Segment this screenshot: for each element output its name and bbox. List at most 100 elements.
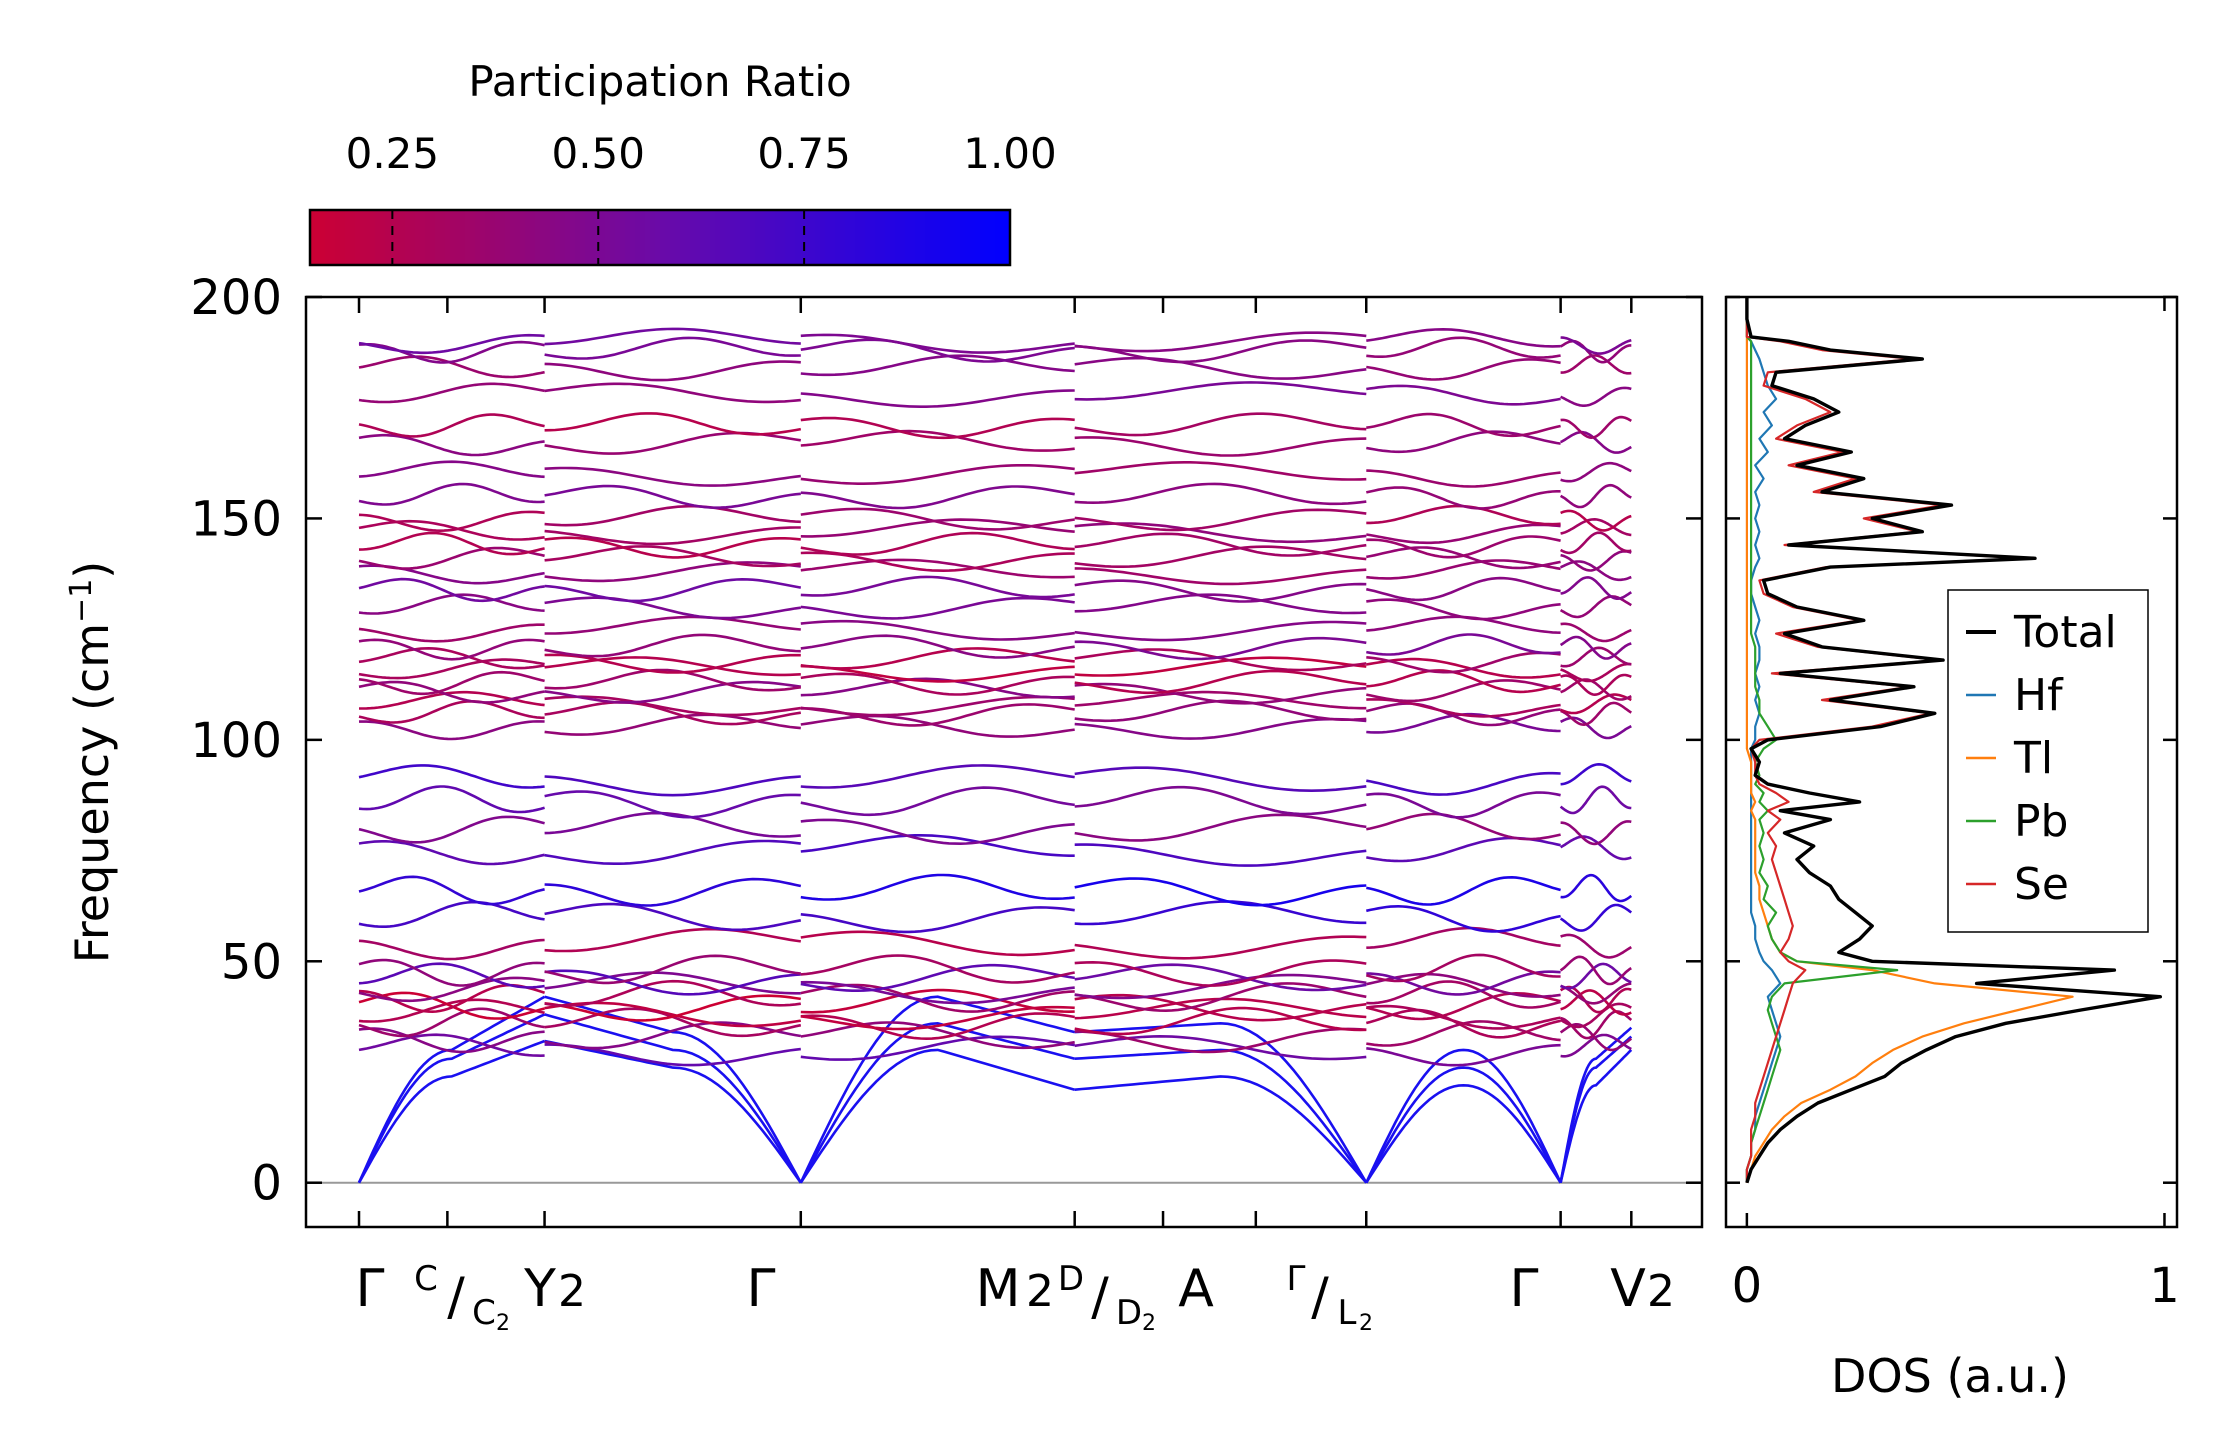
kpoint-label-gamma-2: Γ (747, 1259, 776, 1319)
optical-branch (1365, 1008, 1561, 1039)
optical-branch (800, 873, 1075, 901)
legend-items: Total Hf Tl Pb Se (1966, 607, 2117, 910)
optical-branch (358, 976, 545, 1003)
colorbar-step (495, 210, 501, 265)
acoustic-branch (799, 1048, 1076, 1184)
colorbar-step (575, 210, 581, 265)
frequency-tick-label: 200 (190, 270, 282, 326)
optical-branch (1074, 636, 1367, 661)
optical-branch (1559, 955, 1632, 986)
optical-branch (800, 338, 1075, 363)
optical-branch (800, 416, 1075, 440)
acoustic-branch (1365, 1048, 1562, 1184)
optical-branch (1559, 483, 1632, 509)
kpoint-label-d-sub: 2 (1142, 1311, 1156, 1336)
colorbar-step (320, 210, 326, 265)
optical-branch (800, 596, 1075, 620)
colorbar-step (750, 210, 756, 265)
optical-branch (1366, 559, 1561, 580)
kpoint-label-y-sub: 2 (558, 1266, 586, 1317)
optical-branch (1074, 460, 1367, 481)
colorbar-step (450, 210, 456, 265)
k-path-labels: Γ C / C 2 Y 2 Γ M 2 D / D 2 A (356, 1259, 1675, 1336)
colorbar-step (945, 210, 951, 265)
optical-branch (1074, 339, 1367, 364)
optical-branch (1560, 646, 1632, 668)
kpoint-label-c-top: C (414, 1259, 438, 1299)
optical-branch (800, 463, 1075, 486)
kpoint-label-gamma-l2: Γ / L 2 (1287, 1259, 1373, 1336)
colorbar-step (850, 210, 856, 265)
colorbar-step (360, 210, 366, 265)
optical-branch (544, 382, 801, 404)
optical-branch (800, 619, 1075, 641)
optical-branch (1366, 651, 1561, 674)
optical-branch (800, 485, 1075, 510)
colorbar-step (630, 210, 636, 265)
optical-branch (1559, 531, 1632, 555)
colorbar-step (845, 210, 851, 265)
colorbar-step (725, 210, 731, 265)
legend-label-tl: Tl (2013, 733, 2053, 784)
optical-branch (800, 429, 1075, 452)
optical-branch (358, 531, 545, 556)
colorbar-step (790, 210, 796, 265)
colorbar-step (955, 210, 961, 265)
legend-frame (1947, 589, 2149, 933)
colorbar-step (435, 210, 441, 265)
colorbar-step (950, 210, 956, 265)
colorbar-step (395, 210, 401, 265)
colorbar-step (710, 210, 716, 265)
kpoint-label-y2: Y 2 (523, 1259, 586, 1319)
optical-branch (1366, 384, 1561, 406)
optical-branch (544, 360, 801, 382)
optical-branch (358, 510, 545, 533)
colorbar-step (690, 210, 696, 265)
optical-branch (544, 526, 801, 546)
optical-branch (1560, 982, 1632, 1005)
colorbar-step (590, 210, 596, 265)
colorbar-step (980, 210, 986, 265)
colorbar-step (535, 210, 541, 265)
colorbar-step (470, 210, 476, 265)
optical-branch (800, 389, 1075, 409)
optical-branch (800, 703, 1075, 727)
kpoint-label-gamma-3: Γ (1510, 1259, 1539, 1319)
optical-branch (1559, 962, 1632, 990)
optical-branch (1074, 935, 1367, 960)
colorbar-step (935, 210, 941, 265)
colorbar-tick-label: 0.50 (551, 129, 645, 178)
colorbar-step (595, 210, 601, 265)
colorbar-step (455, 210, 461, 265)
colorbar-step (870, 210, 876, 265)
optical-branch (1366, 836, 1561, 863)
colorbar-step (865, 210, 871, 265)
kpoint-label-slash-1: / (447, 1267, 465, 1327)
optical-branch (1366, 657, 1561, 679)
colorbar-step (965, 210, 971, 265)
colorbar-step (735, 210, 741, 265)
optical-branch (1560, 873, 1633, 903)
optical-branch (800, 1012, 1075, 1041)
optical-branch (544, 561, 801, 583)
optical-branch (800, 818, 1075, 846)
optical-branch (358, 646, 545, 670)
optical-branch (1560, 716, 1632, 740)
optical-branch (1560, 336, 1632, 355)
optical-branch (1074, 717, 1367, 740)
optical-branch (544, 775, 801, 797)
frequency-tick-label: 100 (190, 713, 282, 769)
optical-branch (544, 969, 801, 996)
optical-branch (359, 690, 545, 710)
colorbar-step (550, 210, 556, 265)
frequency-tick-labels: 0 50 100 150 200 (190, 270, 282, 1212)
colorbar-step (680, 210, 686, 265)
optical-branch (358, 875, 545, 906)
optical-branch (1074, 545, 1367, 569)
optical-branch (1559, 1002, 1632, 1029)
optical-branch (1074, 982, 1367, 1013)
optical-branch (1560, 1033, 1632, 1058)
colorbar-step (745, 210, 751, 265)
optical-branch (1366, 535, 1561, 559)
